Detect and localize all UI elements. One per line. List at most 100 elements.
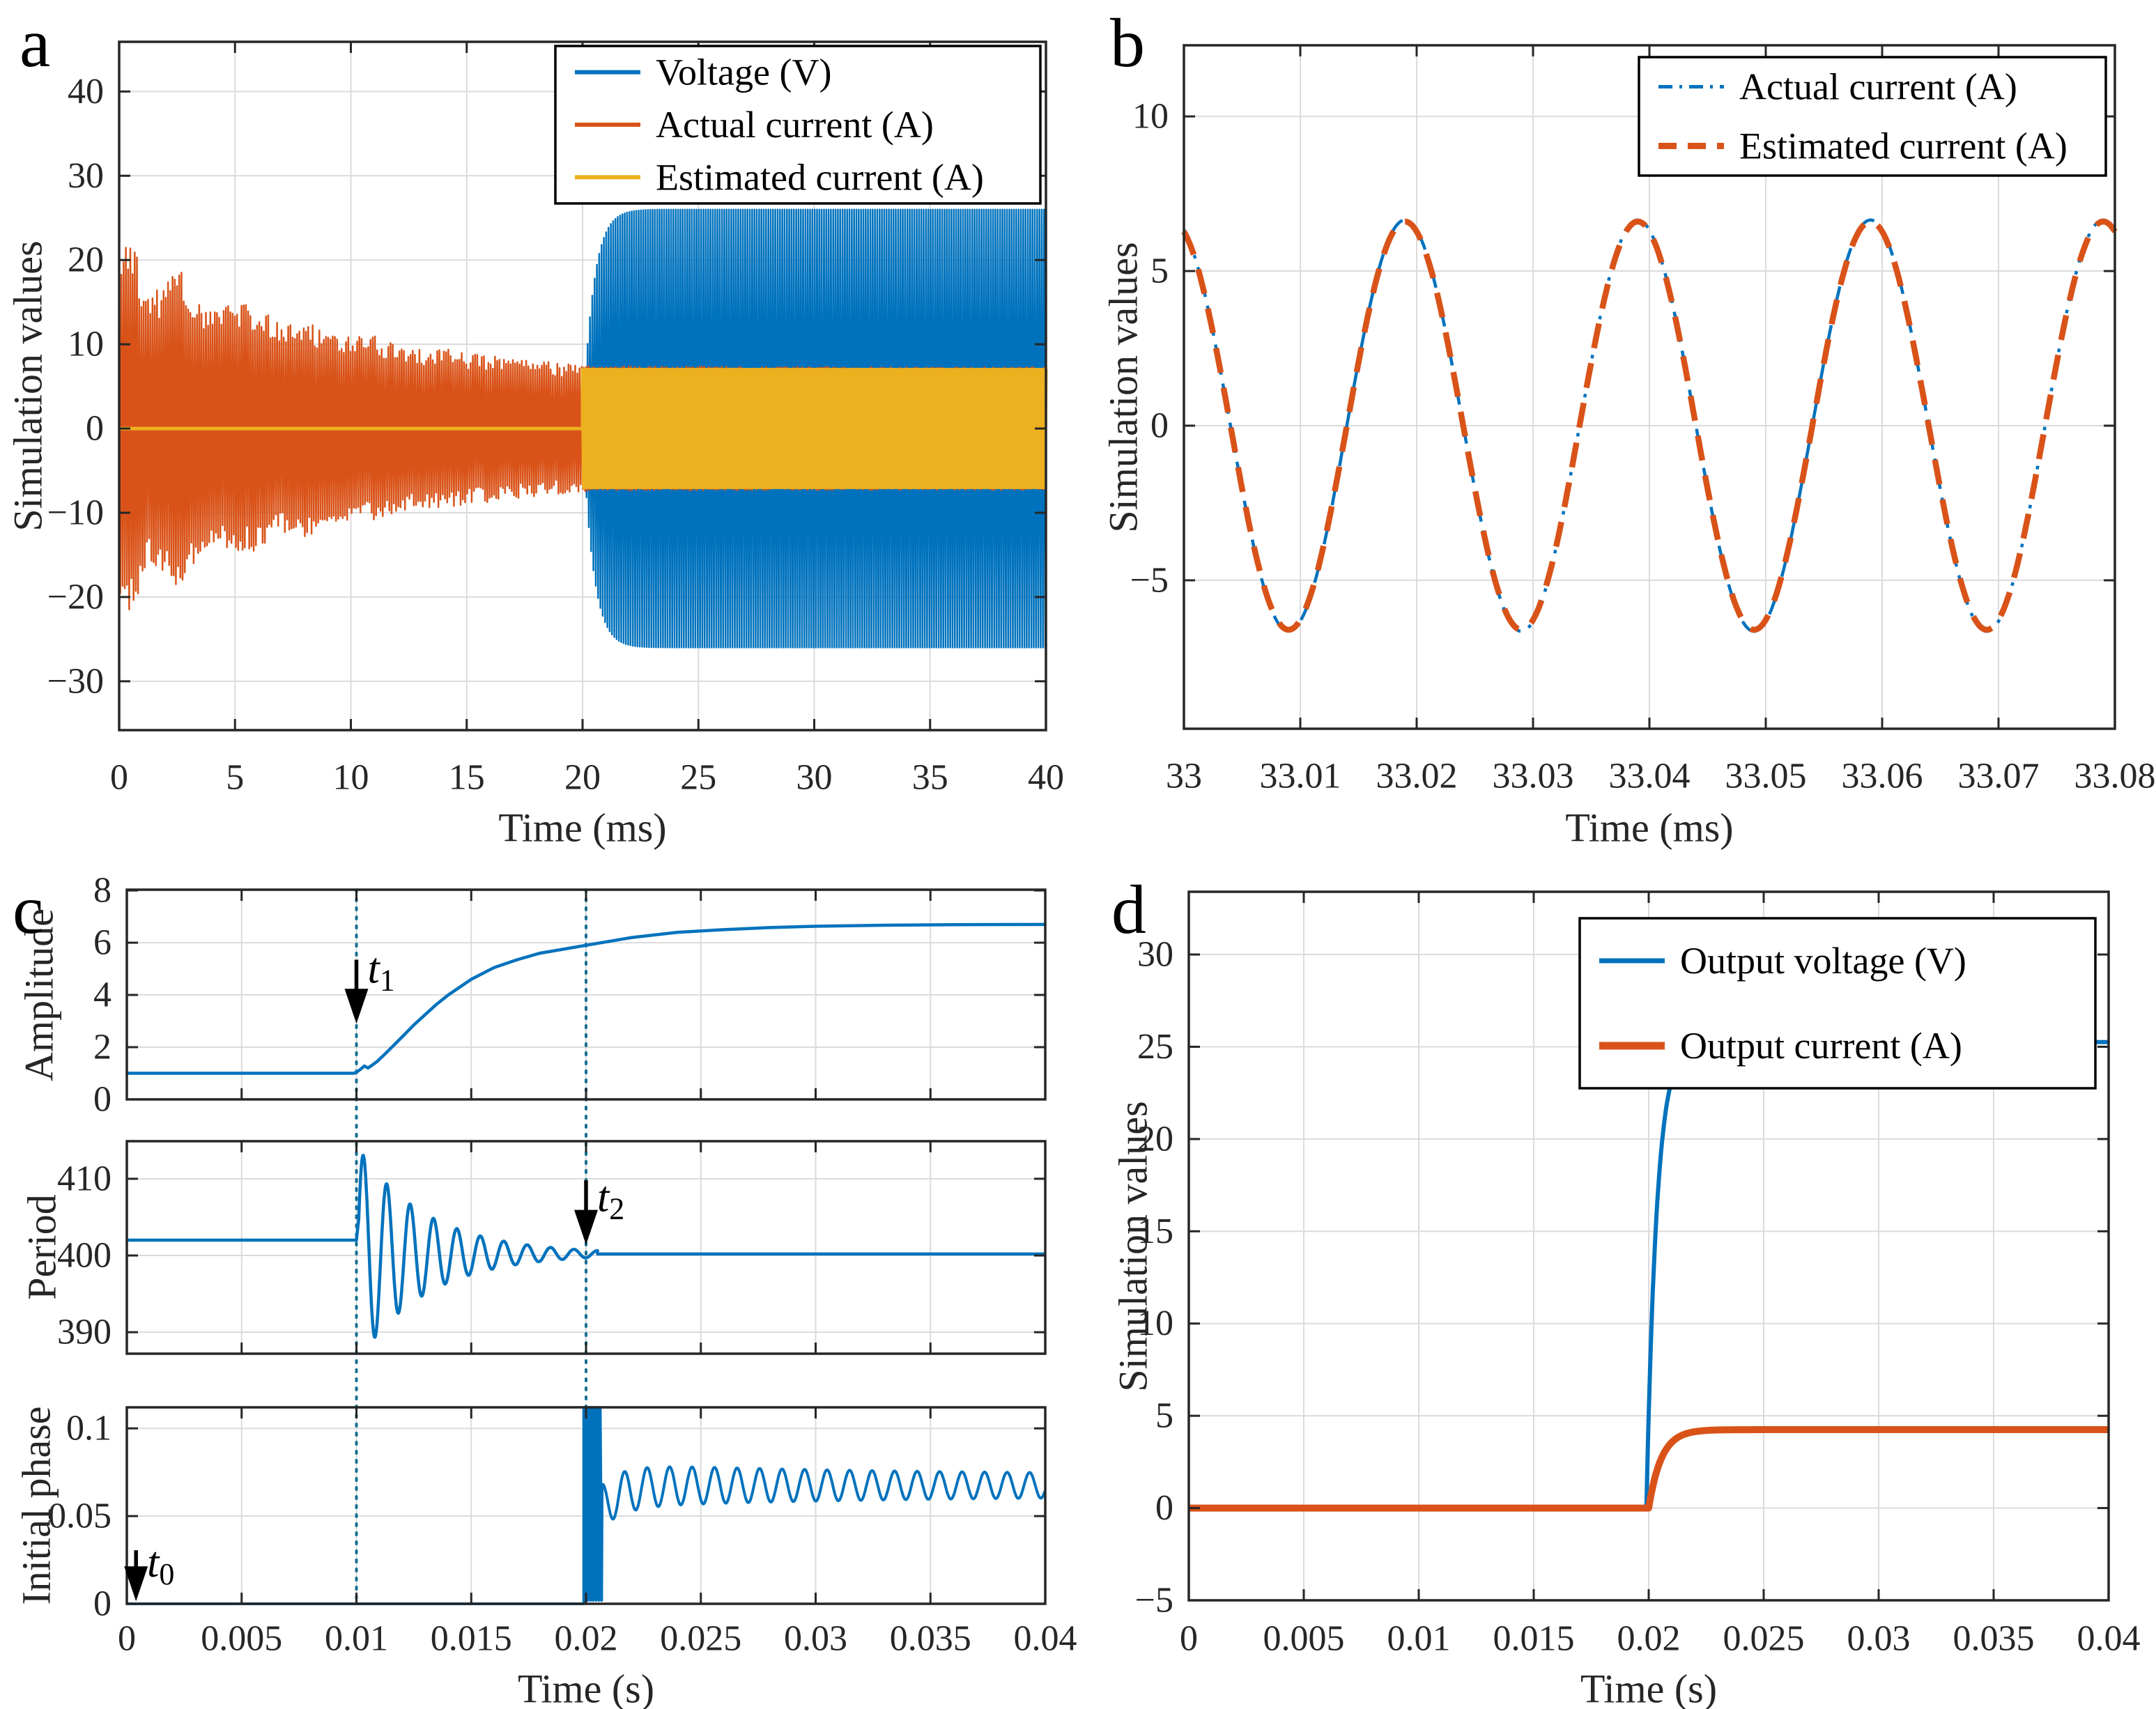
x-tick-label: 35 <box>912 758 948 798</box>
y-tick-label: 5 <box>1155 1396 1173 1436</box>
x-tick-label: 33.07 <box>1958 757 2040 796</box>
x-tick-label: 0.005 <box>201 1619 282 1659</box>
x-tick-label: 0.01 <box>325 1619 388 1659</box>
y-tick-label: 15 <box>1137 1212 1173 1251</box>
y-axis-label-b: Simulation values <box>1101 242 1146 532</box>
x-tick-label: 0.015 <box>1493 1619 1575 1659</box>
y-tick-label: 400 <box>57 1236 111 1276</box>
x-axis-label-c: Time (s) <box>518 1667 654 1709</box>
x-tick-label: 10 <box>333 758 369 798</box>
legend-label: Actual current (A) <box>656 104 934 146</box>
x-tick-label: 33.02 <box>1376 757 1458 796</box>
y-axis-label-c1: Period <box>20 1194 65 1299</box>
y-tick-label: 30 <box>68 156 104 196</box>
annotation-label: t2 <box>597 1173 624 1225</box>
panel-letter-d: d <box>1111 871 1146 948</box>
annotation-arrow-t2: t2 <box>574 1173 624 1245</box>
y-tick-label: 6 <box>93 923 111 963</box>
y-tick-label: 10 <box>68 325 104 364</box>
x-tick-label: 15 <box>449 758 485 798</box>
x-tick-label: 33.03 <box>1493 757 1574 796</box>
y-tick-label: 5 <box>1150 252 1169 291</box>
series-estimated-current-a- <box>119 367 1048 490</box>
y-axis-label-d: Simulation values <box>1111 1101 1156 1391</box>
series-output-current-a- <box>1189 1426 2109 1512</box>
series-estimated-current-a- <box>1181 218 2118 633</box>
x-tick-label: 0.03 <box>784 1619 847 1659</box>
x-axis-label-b: Time (ms) <box>1565 805 1733 851</box>
series-damped-osc <box>127 1154 1045 1339</box>
x-tick-label: 0.04 <box>1014 1619 1077 1659</box>
x-tick-label: 20 <box>564 758 601 798</box>
x-tick-label: 33.04 <box>1609 757 1691 796</box>
y-tick-label: 0.05 <box>48 1497 111 1536</box>
annotation-label: t0 <box>147 1539 174 1591</box>
x-tick-label: 0.01 <box>1387 1619 1451 1659</box>
x-tick-label: 0.025 <box>660 1619 741 1659</box>
y-tick-label: 0 <box>86 409 104 449</box>
y-tick-label: 25 <box>1137 1027 1173 1067</box>
y-tick-label: 20 <box>1137 1119 1173 1159</box>
y-tick-label: 10 <box>1137 1304 1173 1343</box>
x-tick-label: 33.05 <box>1725 757 1807 796</box>
legend-label: Estimated current (A) <box>656 156 984 198</box>
annotation-label: t1 <box>368 945 395 998</box>
frame-d: 0 0.005 0.01 0.015 0.02 0.025 0.03 0.035 0.04−50… <box>1135 890 2141 1659</box>
legend-label: Output voltage (V) <box>1680 940 1966 982</box>
x-tick-label: 0.02 <box>1617 1619 1681 1659</box>
x-tick-label: 40 <box>1028 758 1064 798</box>
frame-b: 33 33.01 33.02 33.03 33.04 33.05 33.06 33.07 33.… <box>1130 44 2156 796</box>
frame-a: 0 5 10 15 20 25 30 35 40 −30 −20 −10 0 10 20 30 40 <box>47 40 1064 798</box>
x-tick-label: 0.005 <box>1263 1619 1345 1659</box>
y-tick-label: 30 <box>1137 935 1173 975</box>
y-tick-label: −10 <box>47 493 104 533</box>
frame-c1: 390 400 410 <box>57 1140 1047 1355</box>
y-tick-label: 0 <box>1150 405 1169 445</box>
axes-c0 <box>126 890 1046 1100</box>
series-points <box>127 922 1046 1075</box>
y-tick-label: 40 <box>68 72 104 111</box>
x-tick-label: 25 <box>680 758 716 798</box>
x-tick-label: 0.02 <box>555 1619 618 1659</box>
y-axis-label-c2: Initial phase <box>14 1406 59 1604</box>
x-tick-label: 0 <box>1180 1619 1198 1659</box>
legend-label: Output current (A) <box>1680 1025 1962 1067</box>
y-tick-label: 4 <box>93 975 111 1015</box>
y-tick-label: 2 <box>93 1028 111 1067</box>
x-tick-label: 0 <box>110 758 128 798</box>
x-tick-label: 33 <box>1166 757 1202 796</box>
x-tick-label: 0.035 <box>1953 1619 2035 1659</box>
y-tick-label: 0 <box>93 1080 111 1120</box>
y-tick-label: 8 <box>93 871 111 911</box>
y-tick-label: −30 <box>47 661 104 701</box>
y-tick-label: 0 <box>93 1584 111 1624</box>
y-tick-label: 0.1 <box>66 1409 111 1448</box>
annotation-arrow-t0: t0 <box>124 1539 174 1602</box>
series-phase-burst <box>127 1406 1047 1605</box>
x-tick-label: 0.04 <box>2077 1619 2141 1659</box>
panel-letter-c: c <box>13 871 44 948</box>
legend-label: Voltage (V) <box>656 52 831 93</box>
x-tick-label: 0.025 <box>1723 1619 1805 1659</box>
y-axis-label-a: Simulation values <box>6 240 51 531</box>
x-tick-label: 33.01 <box>1260 757 1341 796</box>
annotation-arrow-t1: t1 <box>344 945 395 1024</box>
x-tick-label: 0.015 <box>431 1619 512 1659</box>
x-axis-label-d: Time (s) <box>1580 1667 1717 1709</box>
y-tick-label: 20 <box>68 240 104 280</box>
panel-letter-a: a <box>20 4 51 82</box>
y-tick-label: −20 <box>47 577 104 617</box>
frame-c2: 0 0.005 0.01 0.015 0.02 0.025 0.03 0.035 0.04 0 0.… <box>48 1406 1077 1659</box>
y-tick-label: 390 <box>57 1313 111 1352</box>
x-axis-label-a: Time (ms) <box>498 805 666 851</box>
y-tick-label: 410 <box>57 1159 111 1198</box>
legend-label: Actual current (A) <box>1739 66 2017 108</box>
frame-c0: 0 2 4 6 8 <box>93 871 1047 1120</box>
legend: Voltage (V) Actual current (A) Estimated c… <box>554 45 1042 205</box>
x-tick-label: 33.06 <box>1842 757 1923 796</box>
y-tick-label: −5 <box>1130 560 1169 600</box>
y-tick-label: −5 <box>1135 1581 1173 1621</box>
series-voltage-v- <box>581 208 1047 649</box>
